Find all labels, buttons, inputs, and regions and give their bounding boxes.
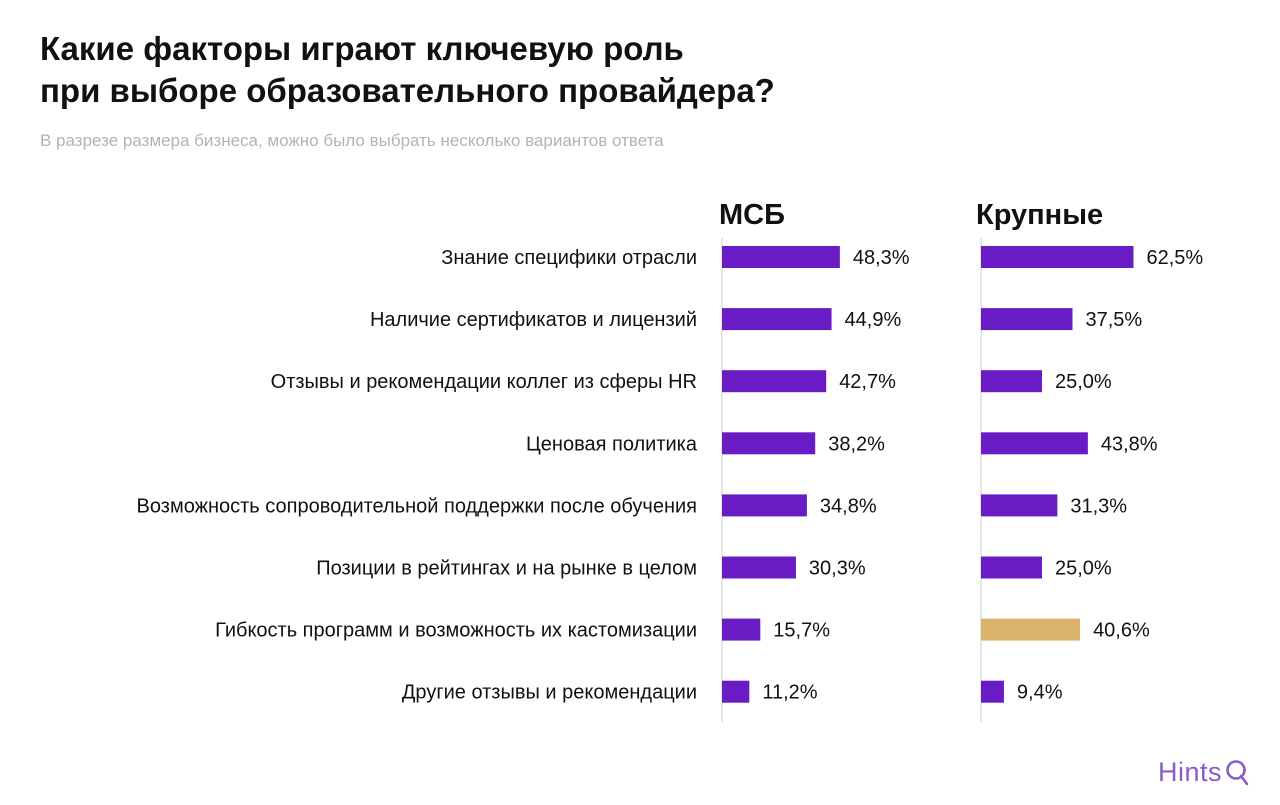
bar	[722, 618, 761, 641]
value-label: 31,3%	[1070, 495, 1127, 517]
value-label: 44,9%	[845, 309, 902, 331]
value-label: 11,2%	[762, 682, 817, 704]
value-label: 15,7%	[773, 620, 830, 642]
magnifier-icon	[1226, 759, 1249, 785]
bar	[722, 246, 840, 268]
value-label: 34,8%	[820, 495, 877, 517]
value-label: 43,8%	[1101, 433, 1158, 455]
bar	[722, 432, 816, 455]
value-label: 42,7%	[839, 371, 896, 393]
bar	[981, 432, 1088, 455]
category-label: Ценовая политика	[526, 433, 698, 455]
category-label: Знание специфики отрасли	[441, 247, 697, 269]
value-label: 30,3%	[809, 558, 866, 580]
chart-subtitle: В разрезе размера бизнеса, можно было вы…	[40, 131, 664, 150]
value-label: 37,5%	[1086, 309, 1143, 331]
logo-text: Hints	[1157, 757, 1222, 787]
category-label: Отзывы и рекомендации коллег из сферы HR	[271, 371, 697, 393]
bar	[981, 618, 1081, 641]
bar	[722, 308, 832, 331]
bar	[981, 308, 1073, 331]
bar	[981, 246, 1134, 268]
bar	[981, 680, 1004, 703]
bar	[722, 370, 827, 393]
category-label: Позиции в рейтингах и на рынке в целом	[316, 558, 697, 580]
bar	[981, 370, 1042, 393]
value-label: 25,0%	[1055, 558, 1112, 580]
chart-title-line-1: Какие факторы играют ключевую роль	[40, 30, 684, 67]
value-label: 48,3%	[853, 247, 910, 269]
bar	[722, 680, 750, 703]
category-label: Гибкость программ и возможность их касто…	[215, 620, 697, 642]
value-label: 25,0%	[1055, 371, 1112, 393]
panel-heading-large: Крупные	[976, 199, 1104, 231]
chart-title: Какие факторы играют ключевую роль при в…	[40, 28, 775, 112]
value-label: 9,4%	[1017, 682, 1063, 704]
chart-title-line-2: при выборе образовательного провайдера?	[40, 72, 775, 109]
category-label: Наличие сертификатов и лицензий	[370, 309, 697, 331]
bar	[981, 494, 1058, 517]
value-label: 38,2%	[828, 433, 885, 455]
bar	[722, 556, 796, 579]
bars: 48,3% 44,9% 42,7% 38,2% 34,8% 30,3% 15,7% 11,2%…	[722, 246, 1203, 704]
category-label: Возможность сопроводительной поддержки п…	[137, 495, 697, 517]
category-labels: Знание специфики отрасли Наличие сертифик…	[137, 247, 698, 704]
category-label: Другие отзывы и рекомендации	[402, 682, 697, 704]
panel-heading-smb: МСБ	[719, 199, 785, 231]
bar	[722, 494, 807, 517]
value-label: 62,5%	[1147, 247, 1204, 269]
value-label: 40,6%	[1093, 620, 1150, 642]
hints-logo: Hints	[1158, 757, 1250, 788]
bar	[981, 556, 1042, 579]
